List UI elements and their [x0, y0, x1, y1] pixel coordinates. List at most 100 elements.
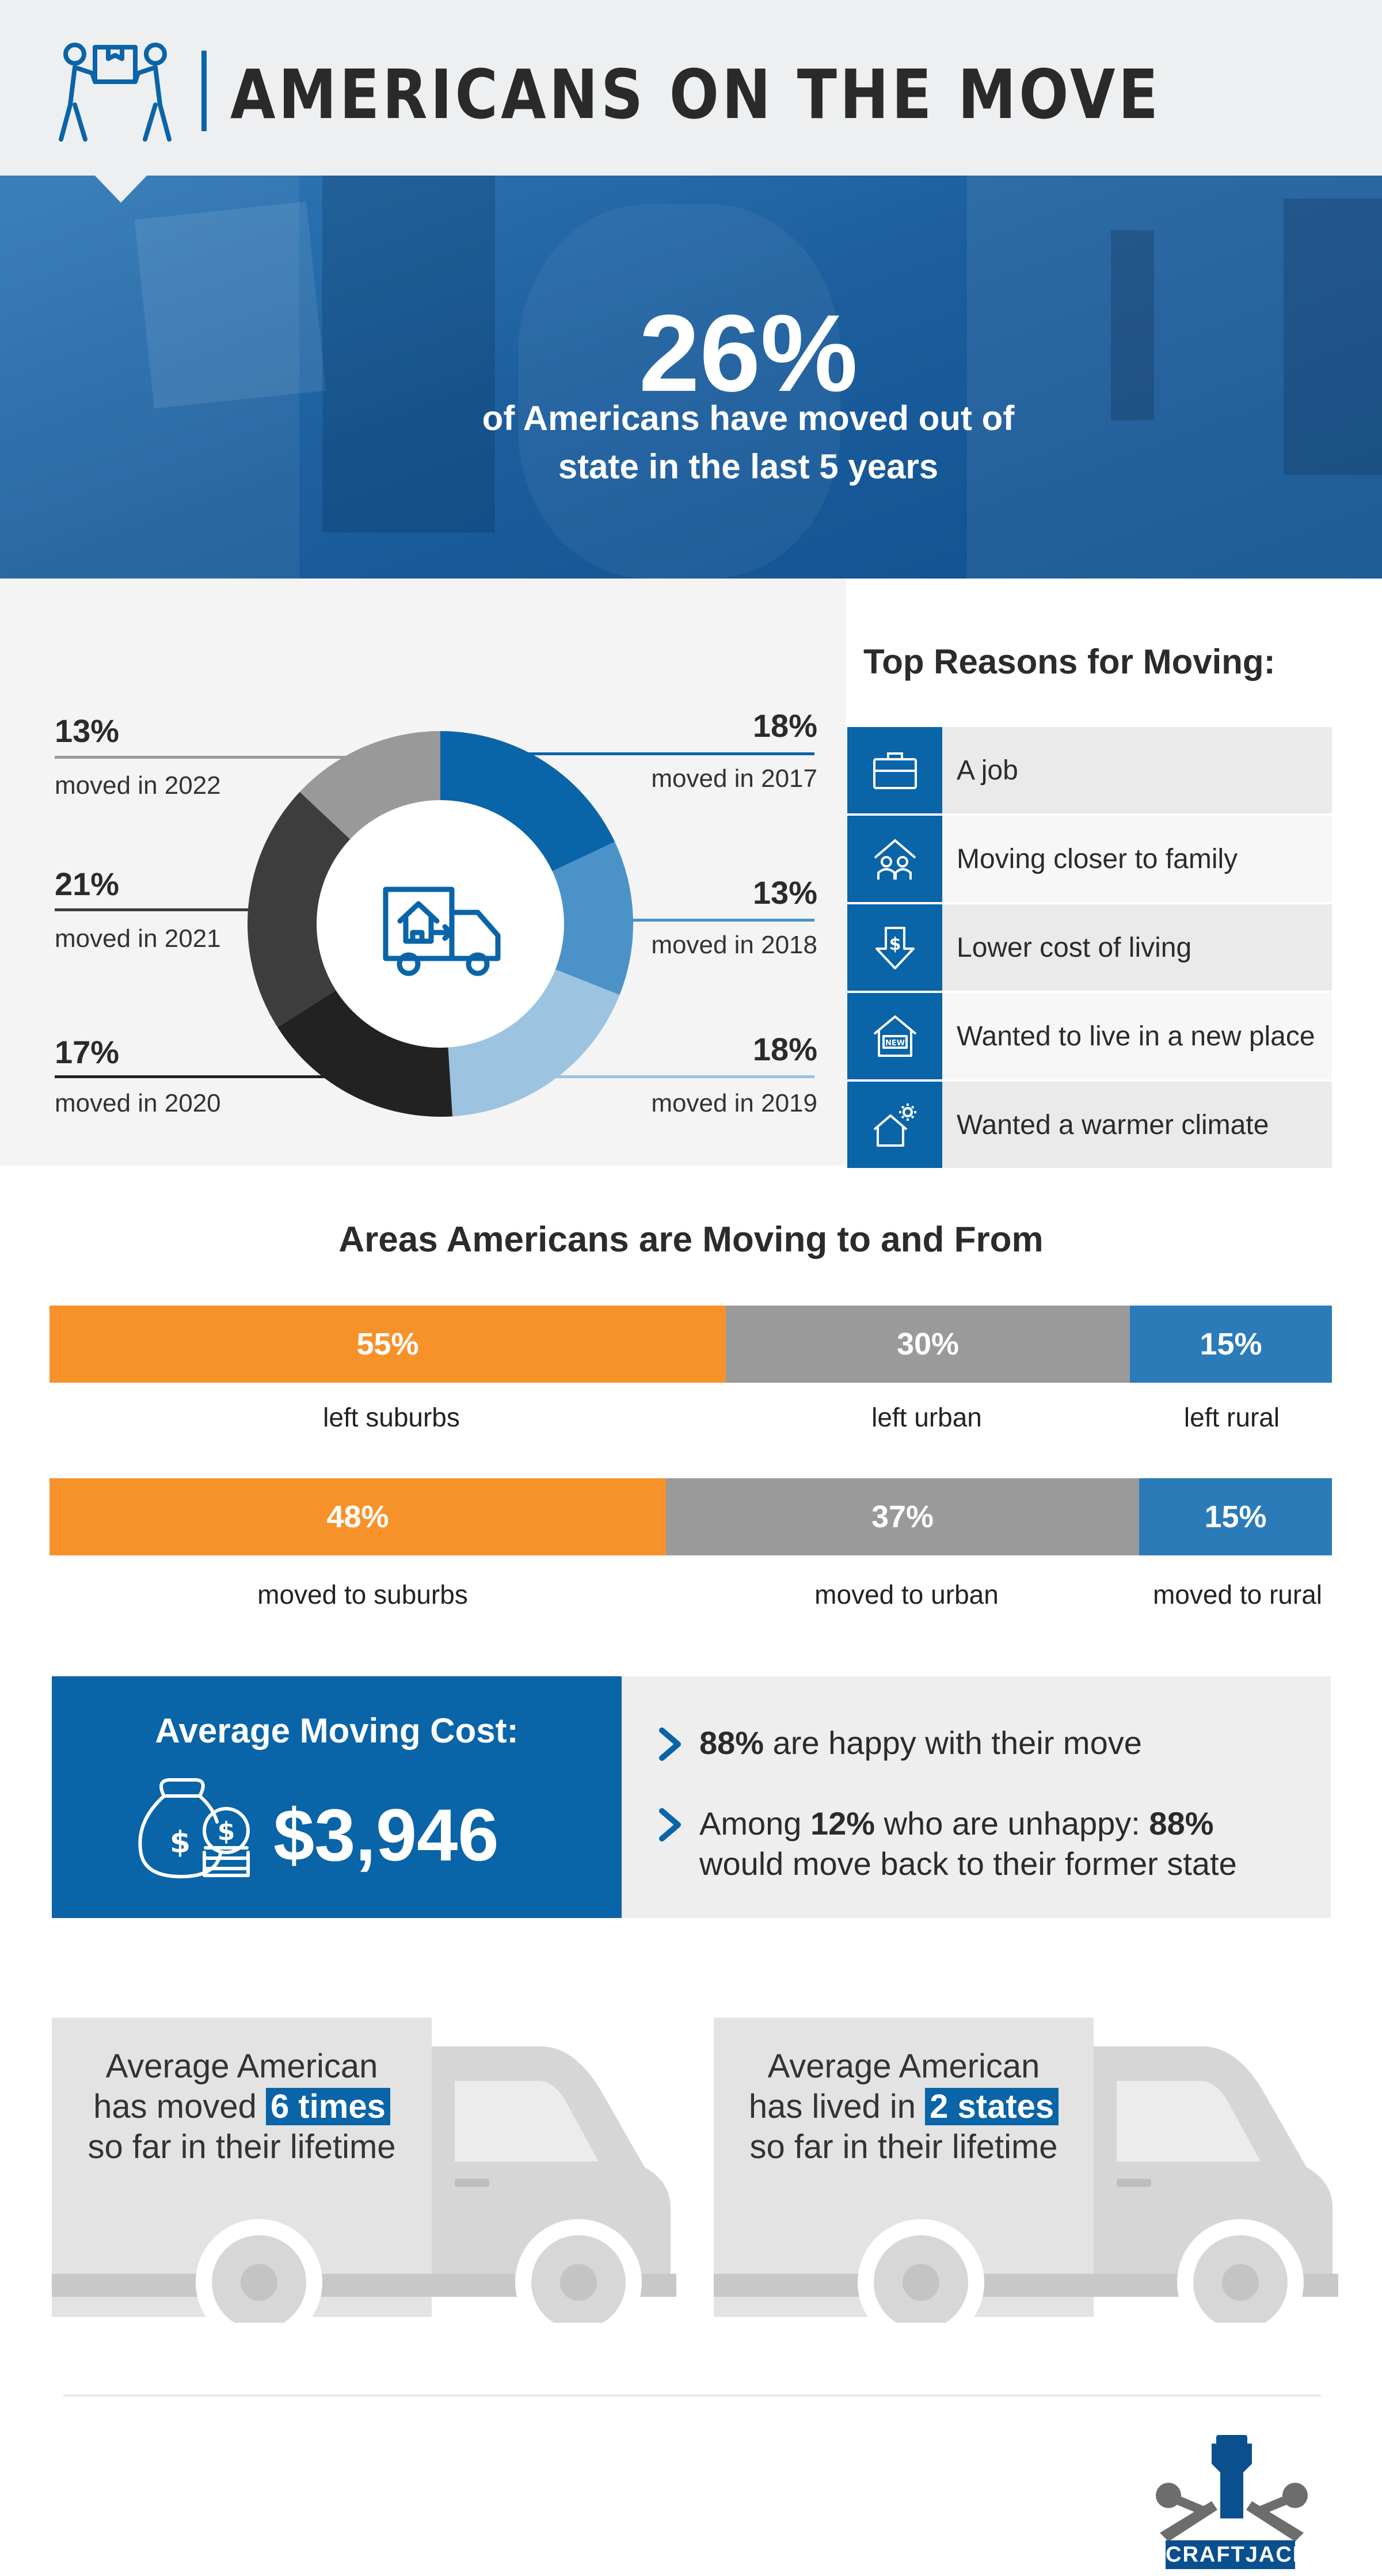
bar-caption-moved-to-urban: moved to urban	[814, 1580, 999, 1609]
donut-pct-2020: 17%	[55, 1034, 120, 1070]
family-icon	[847, 816, 942, 902]
truck-text-states: Average American has lived in 2 states s…	[714, 2046, 1094, 2167]
donut-pct-2019: 18%	[752, 1031, 817, 1067]
dollar-down-icon: $	[847, 904, 942, 991]
header-pointer	[92, 173, 150, 203]
svg-text:$: $	[889, 934, 901, 954]
new-house-icon: NEW	[847, 993, 942, 1079]
leader-line-2022	[55, 756, 351, 759]
hero-photo-window	[1111, 230, 1154, 420]
truck-line: so far in their lifetime	[749, 2128, 1058, 2166]
truck-line: Average American	[767, 2048, 1040, 2085]
donut-year-2022: moved in 2022	[55, 771, 221, 800]
craftjack-logo: CRAFTJACK	[1166, 2540, 1308, 2569]
donut-pct-2017: 18%	[752, 707, 817, 744]
truck-illustration	[714, 2018, 1338, 2323]
leader-line-2017	[440, 752, 814, 755]
truck-illustration	[52, 2018, 676, 2323]
bar-left-rural: 15%	[1130, 1306, 1332, 1383]
fact-bold: 88%	[1149, 1805, 1214, 1841]
cost-value: $3,946	[273, 1794, 499, 1877]
donut-year-2018: moved in 2018	[651, 931, 817, 959]
chevron-right-icon	[659, 1808, 681, 1841]
bar-caption-moved-to-suburbs: moved to suburbs	[257, 1580, 468, 1609]
fact-text: would move back to their former state	[699, 1846, 1237, 1882]
donut-year-2021: moved in 2021	[55, 924, 221, 953]
reason-item-new-place: NEW Wanted to live in a new place	[847, 993, 1332, 1079]
bar-moved-to-suburbs: 48%	[50, 1478, 666, 1555]
reason-label: Lower cost of living	[957, 932, 1192, 963]
moves-by-year-donut-chart	[248, 731, 633, 1117]
donut-center	[317, 800, 564, 1048]
bar-moved-to-rural: 15%	[1139, 1478, 1332, 1555]
hero-photo-figure-left	[0, 176, 299, 579]
footer-divider	[63, 2395, 1321, 2396]
truck-line: Average American	[105, 2048, 378, 2085]
header-divider	[201, 51, 207, 131]
fact-text: are happy with their move	[764, 1725, 1142, 1761]
donut-year-2020: moved in 2020	[55, 1089, 221, 1117]
areas-title: Areas Americans are Moving to and From	[338, 1220, 1044, 1260]
svg-text:$: $	[218, 1817, 235, 1846]
reason-item-job: A job	[847, 727, 1332, 813]
reason-label: A job	[957, 755, 1018, 786]
hero-percent: 26%	[638, 292, 858, 414]
sun-house-icon	[847, 1082, 942, 1168]
truck-line-prefix: has lived in	[748, 2088, 926, 2125]
bar-caption-left-urban: left urban	[871, 1402, 982, 1432]
states-highlight: 2 states	[925, 2088, 1059, 2125]
donut-year-2019: moved in 2019	[651, 1089, 817, 1117]
reason-label: Wanted to live in a new place	[957, 1021, 1315, 1052]
fact-unhappy: Among 12% who are unhappy: 88% would move…	[699, 1803, 1321, 1884]
bar-moved-to-urban: 37%	[666, 1478, 1139, 1555]
reason-label: Wanted a warmer climate	[957, 1109, 1269, 1140]
hero-photo-window	[1284, 199, 1382, 475]
hero-banner	[0, 176, 1382, 579]
hero-caption: of Americans have moved out of state in …	[460, 394, 1036, 491]
hero-photo-house	[967, 176, 1382, 579]
bar-caption-left-suburbs: left suburbs	[323, 1402, 460, 1432]
donut-pct-2018: 13%	[752, 874, 817, 911]
fact-text: Among	[699, 1805, 810, 1841]
bar-left-urban: 30%	[726, 1306, 1130, 1383]
truck-text-moves: Average American has moved 6 times so fa…	[52, 2046, 432, 2167]
leader-line-2019	[501, 1075, 814, 1078]
fact-text: who are unhappy:	[875, 1805, 1149, 1841]
donut-pct-2021: 21%	[55, 866, 120, 902]
bar-left-suburbs: 55%	[50, 1306, 726, 1383]
reason-label: Moving closer to family	[957, 843, 1238, 874]
donut-pct-2022: 13%	[55, 713, 120, 749]
page-title: AMERICANS ON THE MOVE	[230, 55, 1162, 134]
moving-truck-icon	[383, 886, 501, 976]
leader-line-2020	[55, 1075, 368, 1078]
leader-line-2018	[622, 919, 814, 922]
cost-title: Average Moving Cost:	[155, 1711, 519, 1750]
bar-caption-moved-to-rural: moved to rural	[1152, 1580, 1322, 1609]
reasons-title: Top Reasons for Moving:	[863, 642, 1276, 681]
moves-highlight: 6 times	[265, 2088, 390, 2125]
fact-happy: 88% are happy with their move	[699, 1723, 1321, 1763]
facts-box	[622, 1676, 1331, 1918]
truck-line: so far in their lifetime	[87, 2128, 396, 2166]
truck-line-prefix: has moved	[93, 2088, 266, 2125]
movers-carrying-box-icon	[59, 43, 172, 142]
cost-box	[52, 1676, 622, 1918]
header-bar	[0, 0, 1382, 176]
reason-item-climate: Wanted a warmer climate	[847, 1082, 1332, 1168]
briefcase-icon	[847, 727, 942, 813]
hero-photo-van	[322, 176, 495, 532]
hero-caption-line: of Americans have moved out of	[482, 399, 1015, 437]
fact-bold: 12%	[810, 1805, 875, 1841]
truck-line: has moved 6 times	[52, 2087, 432, 2127]
leader-line-2021	[55, 908, 253, 911]
bar-caption-left-rural: left rural	[1183, 1402, 1280, 1432]
donut-year-2017: moved in 2017	[651, 764, 817, 793]
truck-line: has lived in 2 states	[714, 2087, 1094, 2127]
craftjack-tools-logo-icon	[1156, 2435, 1308, 2541]
hero-photo-woman	[518, 204, 840, 579]
fact-bold: 88%	[699, 1725, 764, 1761]
money-bag-coins-icon: $ $	[138, 1778, 250, 1878]
reason-item-cost: $ Lower cost of living	[847, 904, 1332, 991]
svg-text:$: $	[170, 1825, 191, 1860]
chevron-right-icon	[659, 1728, 681, 1761]
